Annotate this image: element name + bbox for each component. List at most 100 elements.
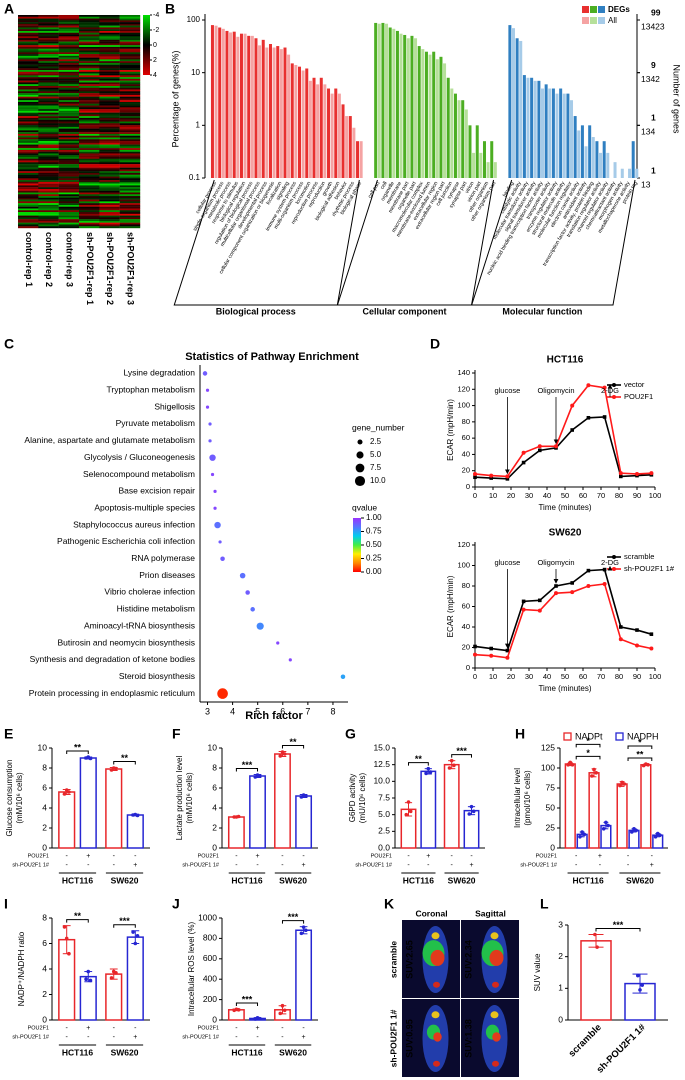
heatmap-cell [18, 39, 39, 42]
heatmap-cell [99, 25, 120, 28]
heatmap-cell [119, 100, 141, 103]
heatmap-cell [18, 112, 39, 115]
bar-all [337, 93, 341, 178]
heatmap-cell [119, 174, 141, 177]
bubble [340, 674, 346, 679]
heatmap-cell [18, 38, 39, 41]
heatmap-cell [38, 126, 59, 129]
heatmap-cell [18, 133, 39, 136]
heatmap-cell [99, 70, 120, 72]
heatmap-cell [38, 180, 59, 183]
y-axis-label: ECAR (mpH/min) [446, 575, 455, 637]
heatmap-cell [38, 171, 59, 174]
heatmap-cell [119, 114, 141, 117]
heatmap-cell [18, 57, 39, 60]
heatmap-cell [99, 132, 120, 135]
heatmap-cell [119, 55, 141, 58]
heatmap-cell [119, 206, 141, 209]
bar-degs [374, 22, 378, 178]
bar-all [570, 100, 574, 178]
significance-bracket [627, 757, 653, 761]
y-tick-label: 400 [203, 973, 217, 983]
bar-all [272, 47, 276, 178]
significance-bracket [66, 919, 89, 923]
heatmap-cell [99, 38, 120, 41]
marker [570, 428, 574, 432]
data-point [447, 766, 452, 770]
scan-uptake [433, 1032, 442, 1042]
data-point [593, 932, 597, 937]
heatmap-cell [79, 96, 100, 99]
heatmap-cell [119, 130, 141, 133]
heatmap-cell [18, 213, 39, 216]
condition-cell: + [598, 853, 602, 860]
heatmap-cell [38, 190, 59, 193]
heatmap-cell [119, 36, 141, 39]
bubble [239, 572, 246, 579]
category-label: Vibrio cholerae infection [104, 587, 195, 597]
bar-all [279, 49, 283, 178]
heatmap-cell [18, 29, 39, 32]
heatmap-cell [79, 77, 100, 80]
heatmap-cell [58, 105, 80, 108]
bar-degs [254, 38, 258, 178]
heatmap-cell [79, 128, 100, 131]
heatmap-cell [79, 190, 100, 193]
condition-cell: + [302, 1034, 306, 1041]
heatmap-cell [38, 78, 59, 81]
heatmap-cell [79, 75, 100, 78]
y-axis-label: (mM/10⁶ cells) [15, 772, 24, 824]
marker [649, 471, 654, 476]
heatmap-cell [58, 80, 80, 83]
bar-degs [432, 51, 436, 178]
bar-degs [602, 141, 606, 178]
heatmap-cell [38, 217, 59, 220]
heatmap-cell [58, 89, 80, 92]
heatmap-cell [79, 208, 100, 211]
heatmap-cell [38, 222, 59, 225]
category-label: Tryptophan metabolism [106, 385, 195, 395]
heatmap-cell [18, 224, 39, 227]
heatmap-cell [79, 178, 100, 181]
heatmap-cell [119, 96, 141, 99]
suv-label: SUV:2.34 [463, 940, 473, 979]
row-label: scramble [388, 941, 398, 979]
data-point [88, 756, 93, 761]
heatmap-cell [99, 54, 120, 57]
heatmap-cell [119, 41, 141, 44]
panel-letter: G [345, 726, 356, 742]
condition-cell: - [627, 853, 630, 860]
x-tick-label: 5 [255, 706, 260, 716]
heatmap-cell [99, 87, 120, 90]
heatmap-cell [38, 121, 59, 124]
heatmap-cell [38, 172, 59, 175]
x-tick-label: 100 [649, 672, 662, 681]
heatmap-cell [99, 208, 120, 211]
heatmap-cell [18, 52, 39, 55]
bubble [288, 658, 292, 662]
heatmap-cell [58, 139, 80, 142]
x-tick-label: 3 [205, 706, 210, 716]
heatmap-cell [38, 54, 59, 57]
y-tick-label: 40 [462, 449, 470, 458]
heatmap-cell [18, 75, 39, 78]
heatmap-cell [119, 38, 141, 41]
heatmap-cell [119, 27, 141, 30]
heatmap-cell [99, 77, 120, 80]
data-point [580, 830, 584, 834]
condition-cell: - [134, 1025, 137, 1032]
heatmap-cell [79, 68, 100, 71]
heatmap-cell [38, 206, 59, 209]
heatmap-cell [99, 22, 120, 25]
heatmap-cell [18, 48, 39, 51]
heatmap-cell [99, 224, 120, 227]
heatmap-cell [119, 158, 141, 161]
heatmap-cell [119, 224, 141, 227]
heatmap-cell [58, 217, 80, 220]
condition-cell: - [66, 862, 69, 869]
heatmap-cell [79, 80, 100, 83]
condition-cell: - [451, 853, 454, 860]
heatmap-cell [119, 183, 141, 186]
marker [586, 584, 591, 588]
heatmap-cell [99, 176, 120, 179]
